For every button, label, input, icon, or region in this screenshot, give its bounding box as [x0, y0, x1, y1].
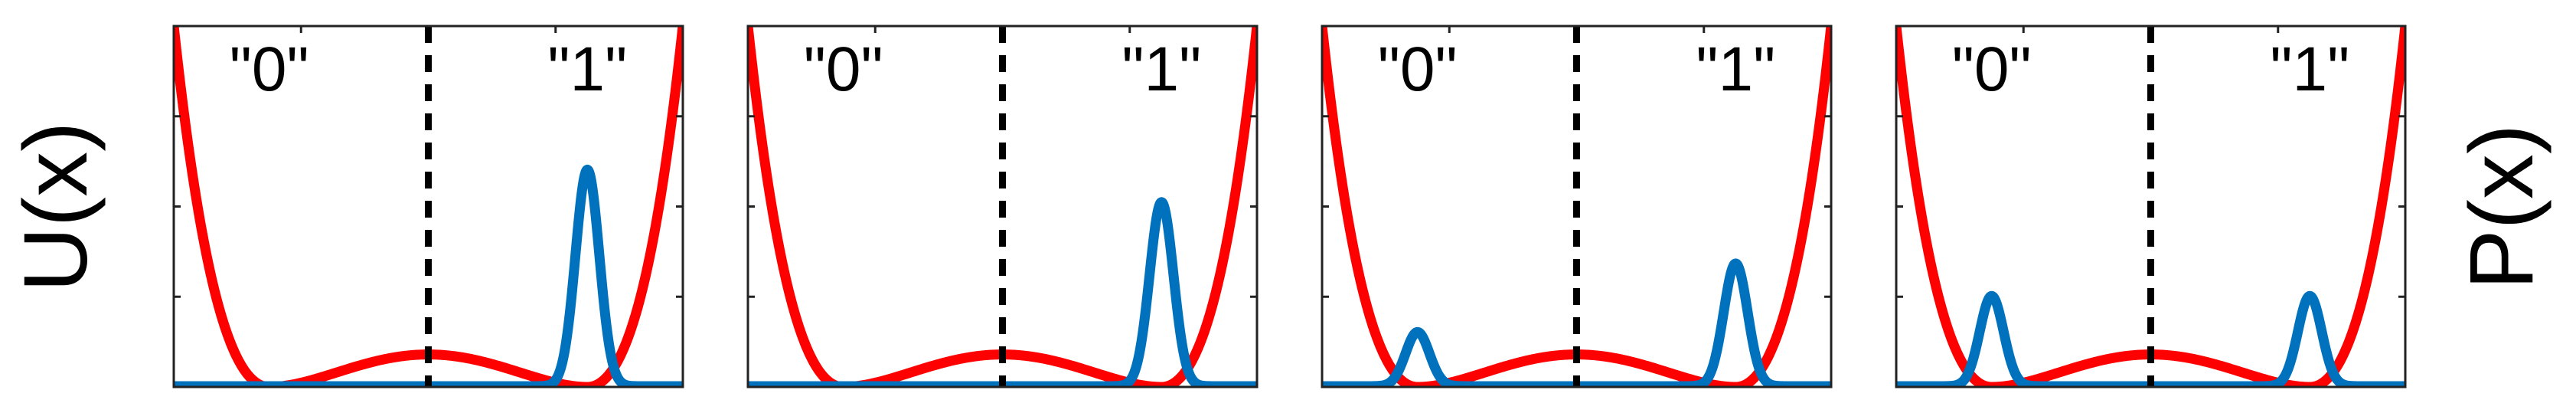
left-axis-label: U(x) [5, 122, 106, 293]
panels: "0" "1" "0" "1" "0" "1" "0" "1" [172, 25, 2407, 388]
panel-2: "0" "1" [746, 25, 1259, 388]
state-label-zero: "0" [1952, 34, 2032, 104]
right-axis-label: P(x) [2451, 124, 2552, 290]
state-label-one: "1" [547, 34, 627, 104]
state-label-one: "1" [2270, 34, 2349, 104]
state-label-one: "1" [1121, 34, 1201, 104]
state-label-zero: "0" [804, 34, 883, 104]
probability-curve [1896, 290, 2405, 387]
state-label-zero: "0" [230, 34, 309, 104]
state-label-one: "1" [1696, 34, 1775, 104]
panel-3: "0" "1" [1321, 25, 1833, 388]
panel-4: "0" "1" [1895, 25, 2407, 388]
panel-1: "0" "1" [172, 25, 684, 388]
state-label-zero: "0" [1378, 34, 1458, 104]
